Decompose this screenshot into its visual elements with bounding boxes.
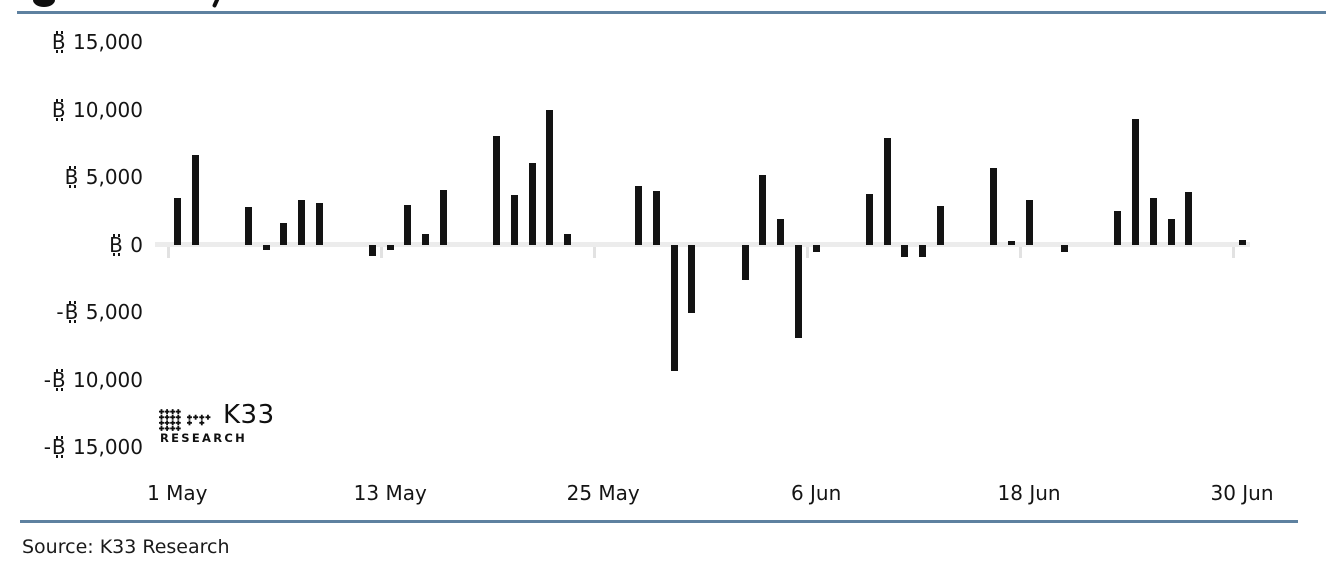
flow-bar: [812, 245, 820, 252]
flow-bar: [990, 168, 998, 245]
flow-bar: [315, 203, 323, 245]
minus-sign: -: [43, 435, 51, 459]
y-axis-label: B 5,000: [0, 164, 143, 190]
flow-bar: [298, 200, 305, 245]
flow-bar: [1025, 200, 1033, 245]
y-axis-value: 15,000: [66, 30, 143, 54]
x-axis-tick: [1018, 244, 1022, 258]
bitcoin-symbol-icon: B: [64, 300, 79, 324]
bitcoin-symbol-icon: B: [64, 165, 79, 189]
y-axis-label: B 10,000: [0, 97, 143, 123]
flow-bar: [386, 245, 394, 251]
x-axis-label: 13 May: [353, 481, 427, 505]
cropped-title-strip: [0, 0, 1326, 9]
x-axis-label: 1 May: [147, 481, 208, 505]
y-axis-value: 5,000: [79, 300, 143, 324]
logo-subtitle: RESEARCH: [160, 431, 248, 445]
top-divider-rule: [17, 11, 1326, 14]
k33-research-logo: K33 RESEARCH: [159, 400, 359, 450]
flow-bar: [510, 195, 518, 245]
x-axis-tick: [166, 244, 170, 258]
flow-bar: [1114, 211, 1122, 245]
k33-logo-mark-icon: [159, 409, 211, 431]
flow-bar: [652, 191, 660, 245]
x-axis-tick: [379, 244, 383, 258]
y-axis-value: 15,000: [66, 435, 143, 459]
flow-bar: [865, 193, 873, 245]
bitcoin-symbol-icon: B: [51, 97, 66, 122]
x-axis-label: 30 Jun: [1210, 481, 1274, 505]
x-axis-label: 6 Jun: [790, 481, 842, 505]
y-axis-label: -B 15,000: [0, 434, 143, 460]
flow-bar: [173, 197, 181, 245]
flow-bar: [883, 138, 891, 245]
title-glyph-fragment: [33, 0, 55, 7]
flow-bar: [262, 245, 270, 251]
flow-bar: [670, 245, 678, 371]
flow-bar: [404, 204, 412, 245]
minus-sign: -: [56, 300, 64, 324]
flow-bar: [244, 207, 252, 245]
y-axis-value: 0: [123, 232, 143, 257]
flow-bar: [493, 135, 501, 245]
flow-bar: [1061, 245, 1069, 252]
flow-bar: [688, 245, 696, 313]
x-axis-tick: [805, 244, 809, 258]
flow-bar: [1167, 219, 1175, 245]
y-axis-label: B 0: [0, 232, 143, 258]
y-axis-value: 10,000: [66, 97, 143, 122]
y-axis-value: 10,000: [66, 367, 143, 392]
x-axis-zero-line: [155, 242, 1250, 247]
flow-bar: [1007, 240, 1015, 245]
flow-bar: [794, 245, 802, 339]
flow-bar: [528, 162, 536, 245]
flow-bar: [777, 219, 785, 245]
x-axis-label: 18 Jun: [997, 481, 1061, 505]
bitcoin-symbol-icon: B: [51, 367, 66, 392]
flow-bar: [1185, 192, 1193, 245]
title-glyph-fragment: [211, 0, 223, 9]
y-axis-label: -B 10,000: [0, 367, 143, 393]
flow-bar: [759, 174, 767, 245]
flow-bar: [741, 245, 749, 281]
y-axis-label: B 15,000: [0, 29, 143, 55]
minus-sign: -: [43, 367, 51, 392]
flow-bar: [919, 245, 927, 258]
flow-bar: [1238, 239, 1246, 245]
x-axis-tick: [1231, 244, 1235, 258]
flow-bar: [422, 234, 430, 245]
bottom-divider-rule: [20, 520, 1298, 523]
flow-bar: [191, 154, 199, 245]
flow-bar: [564, 234, 572, 245]
flow-bar: [635, 185, 643, 245]
bitcoin-symbol-icon: B: [51, 435, 66, 459]
x-axis-label: 25 May: [566, 481, 640, 505]
flow-bar: [1149, 197, 1157, 245]
logo-title: K33: [223, 400, 275, 430]
y-axis-label: -B 5,000: [0, 299, 143, 325]
flow-bar: [280, 223, 288, 245]
flow-bar: [936, 205, 944, 245]
flow-bar: [368, 245, 376, 256]
source-credit: Source: K33 Research: [22, 536, 230, 558]
bitcoin-symbol-icon: B: [51, 30, 66, 54]
flow-bar: [439, 189, 447, 245]
flow-bar: [1132, 119, 1140, 245]
flow-bar: [546, 110, 554, 245]
flow-bar: [901, 245, 909, 258]
bitcoin-symbol-icon: B: [109, 232, 123, 257]
y-axis-value: 5,000: [79, 165, 143, 189]
x-axis-tick: [592, 244, 596, 258]
